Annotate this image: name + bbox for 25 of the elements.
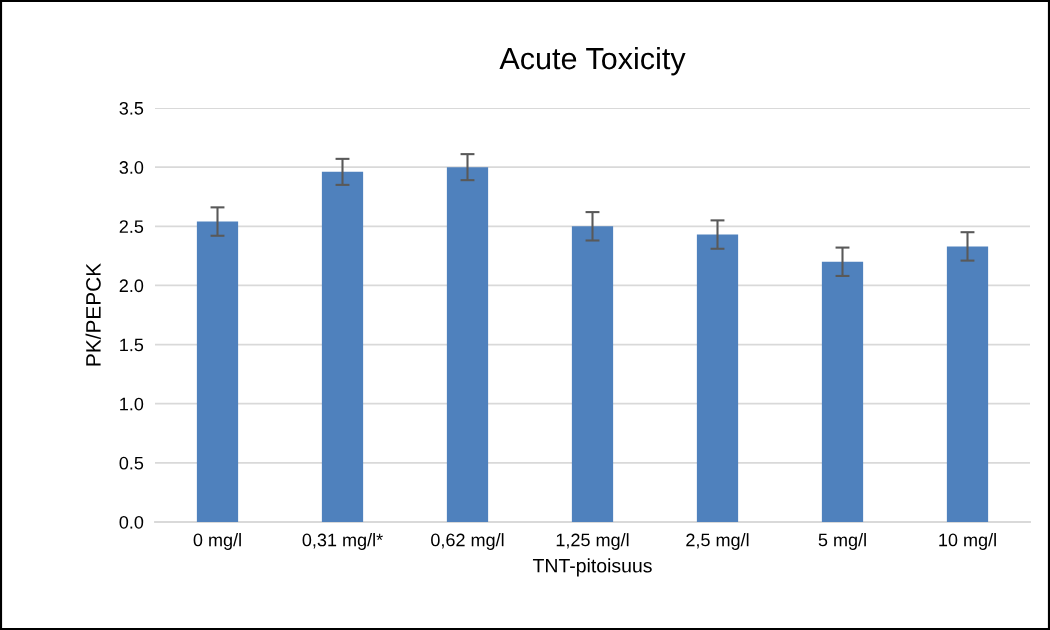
- y-tick-label: 3.0: [119, 161, 144, 174]
- x-tick-label: 2,5 mg/l: [686, 533, 749, 550]
- y-tick-label: 2.5: [119, 220, 144, 234]
- y-tick-label: 0.5: [119, 456, 144, 470]
- x-axis-title: TNT-pitoisuus: [532, 558, 652, 577]
- x-tick-label: 0 mg/l: [193, 533, 241, 550]
- bar: [571, 226, 614, 522]
- bar: [446, 167, 489, 522]
- bar: [946, 246, 989, 522]
- chart-title: Acute Toxicity: [499, 46, 686, 76]
- x-tick-label: 5 mg/l: [818, 533, 866, 550]
- y-tick-label: 1.5: [120, 338, 144, 352]
- x-tick-label: 0,62 mg/l: [431, 533, 504, 550]
- bar: [821, 261, 864, 522]
- y-axis-title: PK/PEPCK: [85, 263, 101, 366]
- y-tick-label: 1.0: [120, 397, 144, 411]
- bar: [196, 221, 239, 522]
- y-tick-label: 3.5: [119, 101, 144, 115]
- y-tick-label: 0.0: [119, 515, 144, 529]
- x-tick-label: 1,25 mg/l: [556, 533, 629, 550]
- x-tick-label: 0,31 mg/l*: [302, 533, 383, 550]
- x-tick-label: 10 mg/l: [939, 533, 996, 550]
- bar: [696, 234, 739, 522]
- bar: [321, 171, 364, 522]
- y-tick-label: 2.0: [119, 279, 144, 293]
